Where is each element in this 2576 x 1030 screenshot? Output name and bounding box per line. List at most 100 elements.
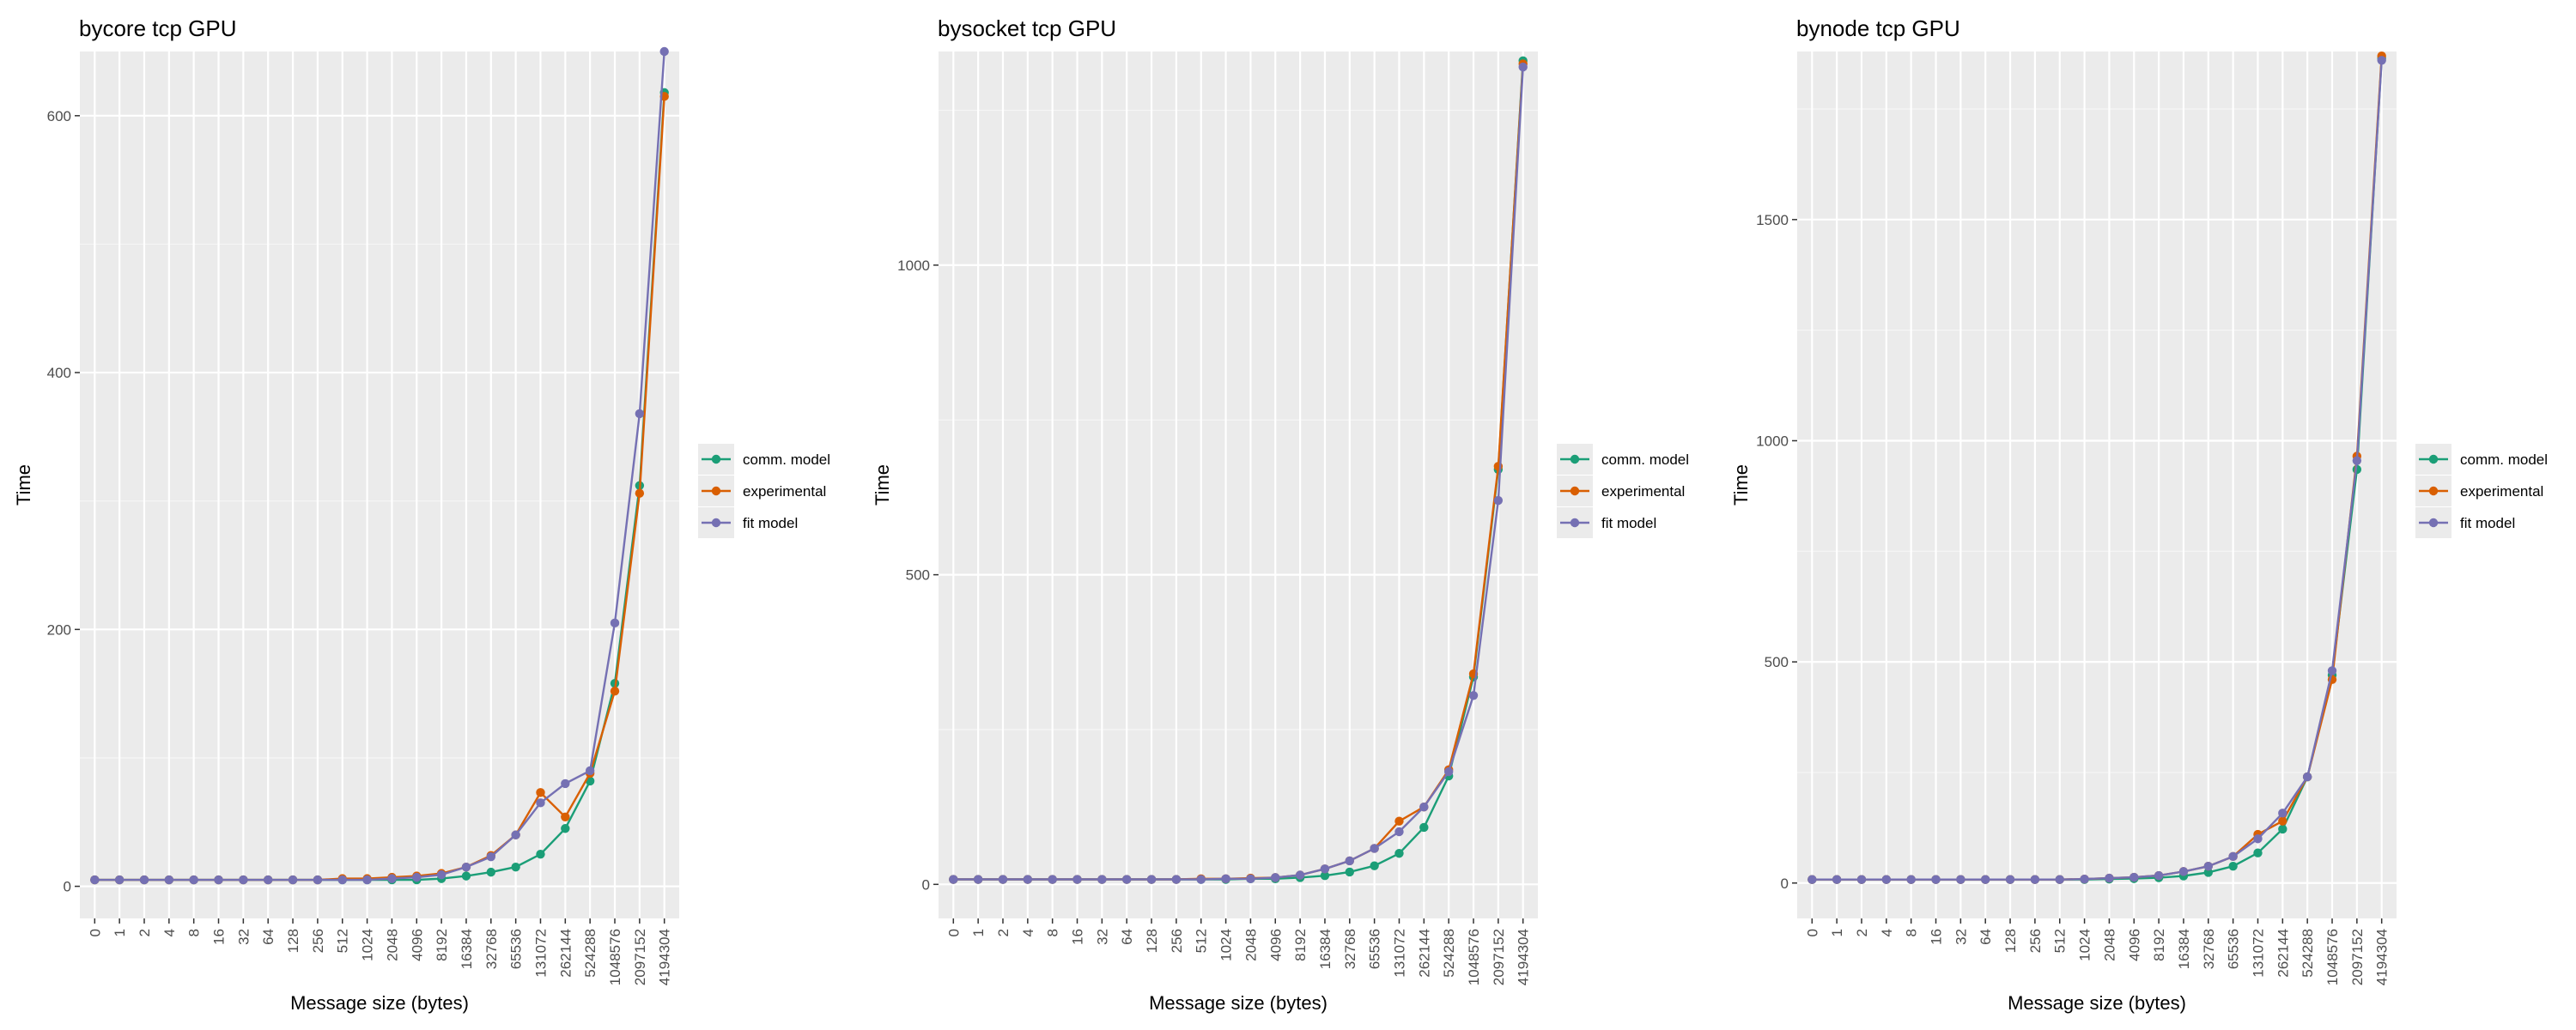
x-tick-label: 4: [1879, 929, 1895, 936]
y-tick-label: 1500: [1756, 212, 1789, 228]
data-point: [1419, 822, 1429, 833]
legend-key-point: [711, 486, 721, 496]
data-point: [2030, 875, 2040, 884]
x-tick-label: 128: [2002, 929, 2019, 953]
data-point: [2105, 873, 2114, 883]
data-point: [1518, 62, 1528, 72]
x-axis-title: Message size (bytes): [290, 992, 469, 1014]
legend-key-point: [2428, 454, 2439, 464]
x-tick-label: 16384: [1317, 929, 1334, 969]
data-point: [1832, 875, 1842, 884]
data-point: [1931, 875, 1941, 884]
y-tick-label: 0: [1781, 876, 1789, 892]
data-point: [511, 830, 520, 839]
x-tick-label: 65536: [1367, 929, 1383, 969]
x-tick-label: 2: [1854, 929, 1870, 936]
x-tick-label: 131072: [532, 929, 549, 978]
data-point: [387, 874, 397, 883]
data-point: [1856, 875, 1867, 884]
x-tick-label: 4194304: [657, 929, 673, 985]
x-tick-label: 32768: [1342, 929, 1358, 969]
data-point: [1023, 875, 1033, 884]
data-point: [2278, 809, 2287, 818]
data-point: [2080, 874, 2089, 884]
data-point: [2253, 848, 2263, 857]
x-tick-label: 8: [1045, 929, 1061, 936]
x-tick-label: 16384: [459, 929, 475, 969]
data-point: [486, 851, 495, 862]
data-point: [610, 618, 620, 628]
data-point: [486, 867, 495, 877]
x-tick-label: 1048576: [2324, 929, 2341, 985]
data-point: [635, 488, 645, 498]
y-tick-label: 600: [47, 108, 71, 124]
plot-panel: [939, 52, 1538, 918]
x-tick-label: 0: [1804, 929, 1820, 936]
data-point: [164, 875, 174, 885]
y-tick-label: 500: [1765, 654, 1789, 670]
data-point: [313, 875, 323, 885]
data-point: [1221, 874, 1230, 884]
x-tick-label: 2048: [1242, 929, 1259, 961]
data-point: [436, 869, 447, 880]
data-point: [1171, 875, 1182, 884]
x-tick-label: 16: [1929, 929, 1945, 945]
x-tick-label: 8192: [2151, 929, 2167, 961]
legend-key-point: [711, 518, 721, 528]
y-tick-label: 0: [64, 879, 71, 895]
chart-panel-0: bycore tcp GPU 0 200 400 600 0 1 2 4 8 16 32 64 128 25…: [13, 15, 830, 1014]
legend-label: comm. model: [743, 451, 830, 468]
data-point: [1246, 874, 1255, 884]
x-axis-title: Message size (bytes): [2008, 992, 2186, 1014]
data-point: [2203, 868, 2213, 877]
data-point: [561, 812, 570, 821]
plot-panel: [1797, 52, 2397, 918]
data-point: [536, 849, 545, 859]
x-tick-label: 131072: [1391, 929, 1407, 978]
data-point: [1394, 827, 1404, 837]
x-tick-label: 4194304: [2374, 929, 2391, 985]
legend-key-point: [2428, 486, 2439, 496]
legend-label: fit model: [2460, 515, 2515, 531]
x-tick-label: 1: [1829, 929, 1845, 936]
chart-title: bycore tcp GPU: [79, 15, 237, 41]
x-tick-label: 4: [1020, 929, 1036, 936]
data-point: [1097, 875, 1107, 884]
data-point: [2302, 772, 2312, 782]
legend-label: experimental: [1601, 483, 1685, 500]
x-tick-label: 1: [112, 929, 128, 936]
x-tick-label: 32768: [2201, 929, 2217, 969]
data-point: [2377, 56, 2386, 65]
x-tick-label: 128: [285, 929, 301, 953]
data-point: [1048, 875, 1057, 884]
y-axis-title: Time: [1730, 464, 1752, 506]
x-tick-label: 16: [1070, 929, 1086, 945]
plot-panel: [80, 52, 679, 918]
data-point: [214, 875, 223, 885]
data-point: [1493, 495, 1504, 506]
data-point: [511, 862, 520, 872]
data-point: [973, 875, 983, 884]
x-tick-label: 8: [1904, 929, 1920, 936]
x-tick-label: 8: [186, 929, 203, 936]
data-point: [1468, 691, 1479, 700]
data-point: [2327, 666, 2337, 676]
y-tick-label: 200: [47, 621, 71, 638]
data-point: [635, 409, 645, 419]
data-point: [1320, 864, 1330, 874]
x-tick-label: 2097152: [1491, 929, 1507, 985]
x-tick-label: 128: [1144, 929, 1160, 953]
x-tick-label: 16384: [2176, 929, 2192, 969]
legend-label: comm. model: [2460, 451, 2548, 468]
x-tick-label: 8192: [434, 929, 450, 961]
data-point: [139, 875, 149, 885]
x-tick-label: 64: [260, 929, 276, 945]
legend-label: experimental: [743, 483, 826, 500]
x-axis-title: Message size (bytes): [1149, 992, 1327, 1014]
x-tick-label: 8192: [1292, 929, 1309, 961]
chart-title: bynode tcp GPU: [1796, 15, 1960, 41]
data-point: [114, 875, 125, 885]
chart-panel-1: bysocket tcp GPU 0 500 1000 0 1 2 4 8 16 32 64 128 25…: [872, 15, 1689, 1014]
